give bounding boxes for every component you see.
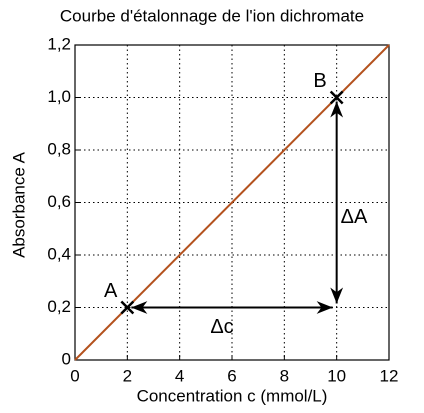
y-tick-label: 0,2 bbox=[47, 297, 71, 316]
y-tick-label: 0,8 bbox=[47, 139, 71, 158]
point-marker bbox=[120, 300, 135, 315]
annotation: Δc bbox=[210, 316, 233, 338]
y-tick-label: 1,0 bbox=[47, 87, 71, 106]
y-axis-label: Absorbance A bbox=[9, 151, 28, 258]
x-tick-label: 12 bbox=[380, 366, 399, 385]
x-tick-label: 6 bbox=[227, 366, 236, 385]
x-tick-label: 4 bbox=[175, 366, 184, 385]
x-tick-label: 10 bbox=[327, 366, 346, 385]
x-tick-label: 0 bbox=[70, 366, 79, 385]
y-tick-label: 0 bbox=[62, 349, 71, 368]
chart-title: Courbe d'étalonnage de l'ion dichromate bbox=[60, 6, 364, 25]
plot-frame bbox=[74, 44, 390, 361]
y-tick-label: 1,2 bbox=[47, 34, 71, 53]
annotation: ΔA bbox=[341, 206, 368, 228]
y-tick-label: 0,6 bbox=[47, 192, 71, 211]
point-label: B bbox=[313, 70, 326, 92]
x-tick-label: 8 bbox=[280, 366, 289, 385]
x-axis-label: Concentration c (mmol/L) bbox=[137, 386, 328, 405]
x-tick-label: 2 bbox=[123, 366, 132, 385]
point-marker bbox=[329, 90, 344, 105]
point-label: A bbox=[104, 280, 118, 302]
y-tick-label: 0,4 bbox=[47, 244, 71, 263]
